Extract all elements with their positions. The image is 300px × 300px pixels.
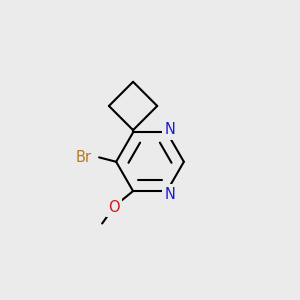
Text: Br: Br: [76, 150, 92, 165]
Text: N: N: [165, 187, 176, 202]
Text: O: O: [108, 200, 120, 215]
Text: N: N: [165, 122, 176, 137]
